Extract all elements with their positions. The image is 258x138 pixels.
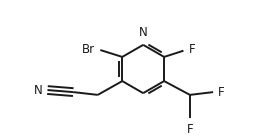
Text: Br: Br (82, 43, 95, 55)
Text: F: F (187, 123, 193, 136)
Text: F: F (218, 86, 225, 99)
Text: N: N (34, 83, 43, 97)
Text: F: F (188, 43, 195, 56)
Text: N: N (139, 26, 148, 39)
